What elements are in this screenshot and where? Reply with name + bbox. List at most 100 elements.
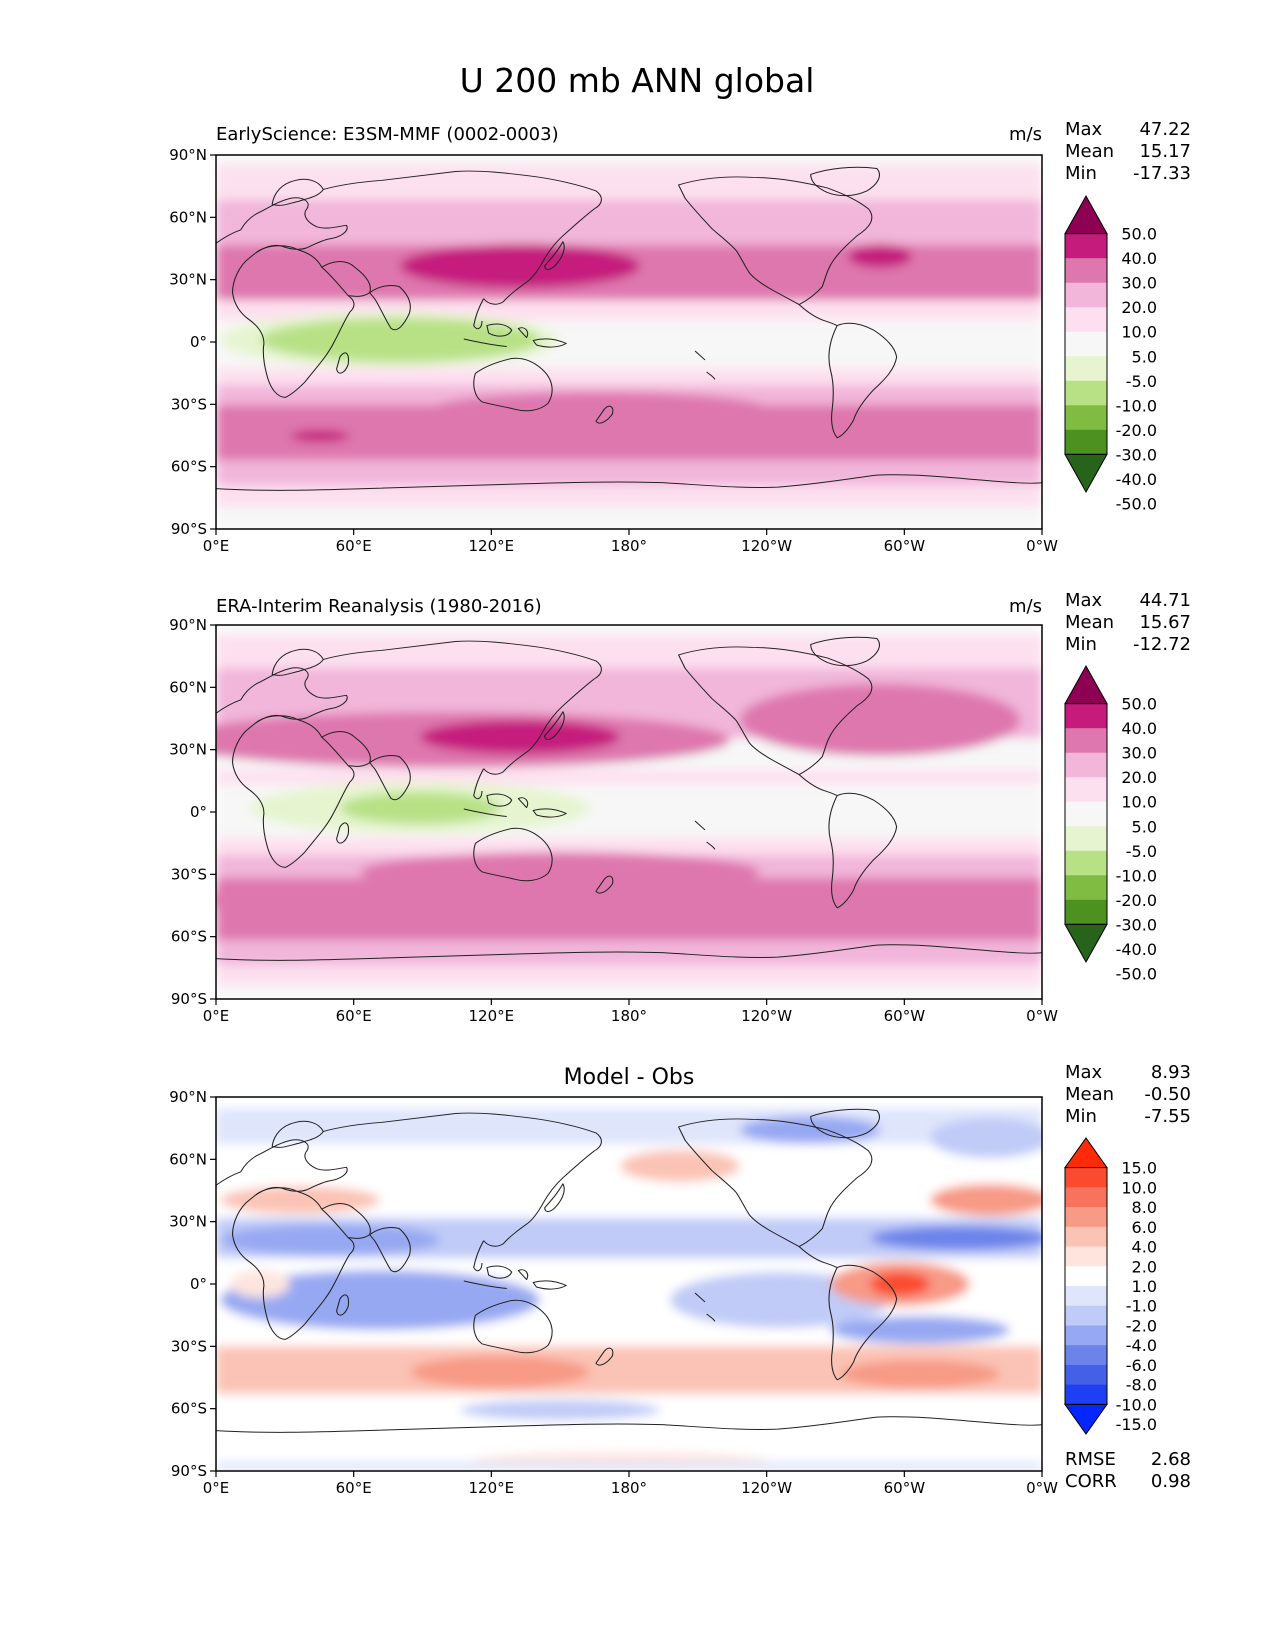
lat-tick-label: 90°N [169, 616, 207, 634]
lat-tick-label: 90°S [171, 1462, 207, 1480]
colorbar-segment [1065, 356, 1107, 382]
stat-label-max: Max [1065, 1062, 1103, 1083]
colorbar-tick-label: -6.0 [1126, 1356, 1157, 1375]
lat-tick-label: 30°N [169, 1213, 207, 1231]
colorbar-diff: 15.010.08.06.04.02.01.0-1.0-2.0-4.0-6.0-… [1064, 1137, 1157, 1435]
lat-tick-label: 90°S [171, 520, 207, 538]
lon-tick-label: 120°E [469, 537, 515, 555]
colorbar-tick-label: 2.0 [1132, 1257, 1157, 1276]
colorbar-outline [1064, 233, 1108, 455]
colorbar-segment [1065, 307, 1107, 333]
stat-label-mean: Mean [1065, 1084, 1114, 1105]
colorbar-segment [1065, 258, 1107, 284]
colorbar-tick-label: -4.0 [1126, 1336, 1157, 1355]
colorbar-tick-label: 20.0 [1121, 298, 1157, 317]
panel-subtitle-obs: ERA-Interim Reanalysis (1980-2016) [216, 596, 542, 617]
colorbar-segment [1065, 1384, 1107, 1405]
lat-tick-label: 30°N [169, 271, 207, 289]
colorbar-segment [1065, 1266, 1107, 1287]
lon-axis-diff: 0°E 60°E 120°E 180° 120°W 60°W 0°W [203, 1471, 1058, 1497]
colorbar-obs: 50.0 40.0 30.0 20.0 10.0 5.0 -5.0 -10.0 -20.0 -30… [1064, 664, 1157, 983]
lat-tick-label: 0° [190, 333, 207, 351]
lon-tick-label: 0°E [203, 537, 230, 555]
lat-tick-label: 60°S [171, 1400, 207, 1418]
stat-label-mean: Mean [1065, 141, 1114, 162]
colorbar-tick-label: 4.0 [1132, 1238, 1157, 1257]
colorbar-segment [1065, 1187, 1107, 1208]
lat-tick-label: 30°S [171, 395, 207, 413]
lat-tick-label: 30°S [171, 1337, 207, 1355]
lat-tick-label: 0° [190, 803, 207, 821]
stat-label-max: Max [1065, 119, 1103, 140]
colorbar-extend-bottom [1064, 1403, 1108, 1435]
lat-tick-label: 0° [190, 1275, 207, 1293]
colorbar-tick-label: -5.0 [1126, 372, 1157, 391]
panel-units-model: m/s [1009, 124, 1042, 145]
lon-tick-label: 0°W [1026, 1479, 1058, 1497]
figure-title: U 200 mb ANN global [460, 61, 815, 100]
colorbar-segment [1065, 752, 1107, 778]
lon-tick-label: 120°E [469, 1007, 515, 1025]
lon-tick-label: 0°E [203, 1479, 230, 1497]
lon-tick-label: 180° [611, 1007, 647, 1025]
panel-subtitle-model: EarlyScience: E3SM-MMF (0002-0003) [216, 124, 559, 145]
colorbar-tick-label: -15.0 [1116, 1415, 1157, 1434]
colorbar-segment [1065, 331, 1107, 357]
colorbar-segment [1065, 1305, 1107, 1326]
stat-value-max: 44.71 [1139, 590, 1191, 611]
colorbar-model: 50.0 40.0 30.0 20.0 10.0 5.0 -5.0 -10.0 -20.0 -30… [1064, 194, 1157, 513]
colorbar-segment [1065, 1246, 1107, 1267]
stat-value-mean: 15.17 [1139, 141, 1191, 162]
colorbar-segment [1065, 850, 1107, 876]
colorbar-segment [1065, 429, 1107, 455]
lon-tick-label: 60°E [336, 1007, 372, 1025]
colorbar-tick-label: 5.0 [1132, 817, 1157, 836]
colorbar-tick-label: 6.0 [1132, 1218, 1157, 1237]
lon-tick-label: 120°W [741, 1479, 792, 1497]
lon-tick-label: 60°W [884, 537, 926, 555]
panel-obs: ERA-Interim Reanalysis (1980-2016) m/s M… [169, 590, 1191, 1025]
lon-tick-label: 0°W [1026, 537, 1058, 555]
colorbar-tick-label: 10.0 [1121, 323, 1157, 342]
colorbar-tick-label: 20.0 [1121, 768, 1157, 787]
stat-value-mean: -0.50 [1144, 1084, 1191, 1105]
lat-tick-label: 30°S [171, 865, 207, 883]
colorbar-tick-label: 40.0 [1121, 719, 1157, 738]
colorbar-segment [1065, 405, 1107, 431]
lon-tick-label: 120°E [469, 1479, 515, 1497]
stat-value-min: -17.33 [1133, 163, 1191, 184]
panel-units-obs: m/s [1009, 596, 1042, 617]
colorbar-segment [1065, 703, 1107, 729]
colorbar-outline [1064, 1167, 1108, 1405]
colorbar-segment [1065, 1286, 1107, 1307]
colorbar-tick-label: -5.0 [1126, 842, 1157, 861]
stat-value-rmse: 2.68 [1151, 1449, 1191, 1470]
lat-tick-label: 90°N [169, 1088, 207, 1106]
colorbar-segment [1065, 282, 1107, 308]
lon-tick-label: 180° [611, 537, 647, 555]
colorbar-segment [1065, 899, 1107, 925]
stat-label-max: Max [1065, 590, 1103, 611]
map-field-model [216, 155, 1042, 529]
colorbar-extend-top [1064, 664, 1108, 705]
stat-value-min: -12.72 [1133, 634, 1191, 655]
colorbar-tick-label: 15.0 [1121, 1159, 1157, 1178]
lon-tick-label: 120°W [741, 1007, 792, 1025]
stat-label-mean: Mean [1065, 612, 1114, 633]
colorbar-tick-label: -10.0 [1116, 866, 1157, 885]
stat-value-min: -7.55 [1144, 1106, 1191, 1127]
colorbar-tick-label: -30.0 [1116, 915, 1157, 934]
lon-tick-label: 0°E [203, 1007, 230, 1025]
panel-model: EarlyScience: E3SM-MMF (0002-0003) m/s M… [169, 119, 1191, 555]
colorbar-tick-label: 30.0 [1121, 744, 1157, 763]
stat-value-corr: 0.98 [1151, 1471, 1191, 1492]
lat-tick-label: 30°N [169, 741, 207, 759]
stat-value-max: 8.93 [1151, 1062, 1191, 1083]
lon-tick-label: 60°W [884, 1479, 926, 1497]
lon-tick-label: 0°W [1026, 1007, 1058, 1025]
lat-axis-model: 90°N 60°N 30°N 0° 30°S 60°S 90°S [169, 146, 216, 538]
colorbar-extend-bottom [1064, 923, 1108, 964]
colorbar-tick-label: -2.0 [1126, 1316, 1157, 1335]
colorbar-segment [1065, 233, 1107, 259]
